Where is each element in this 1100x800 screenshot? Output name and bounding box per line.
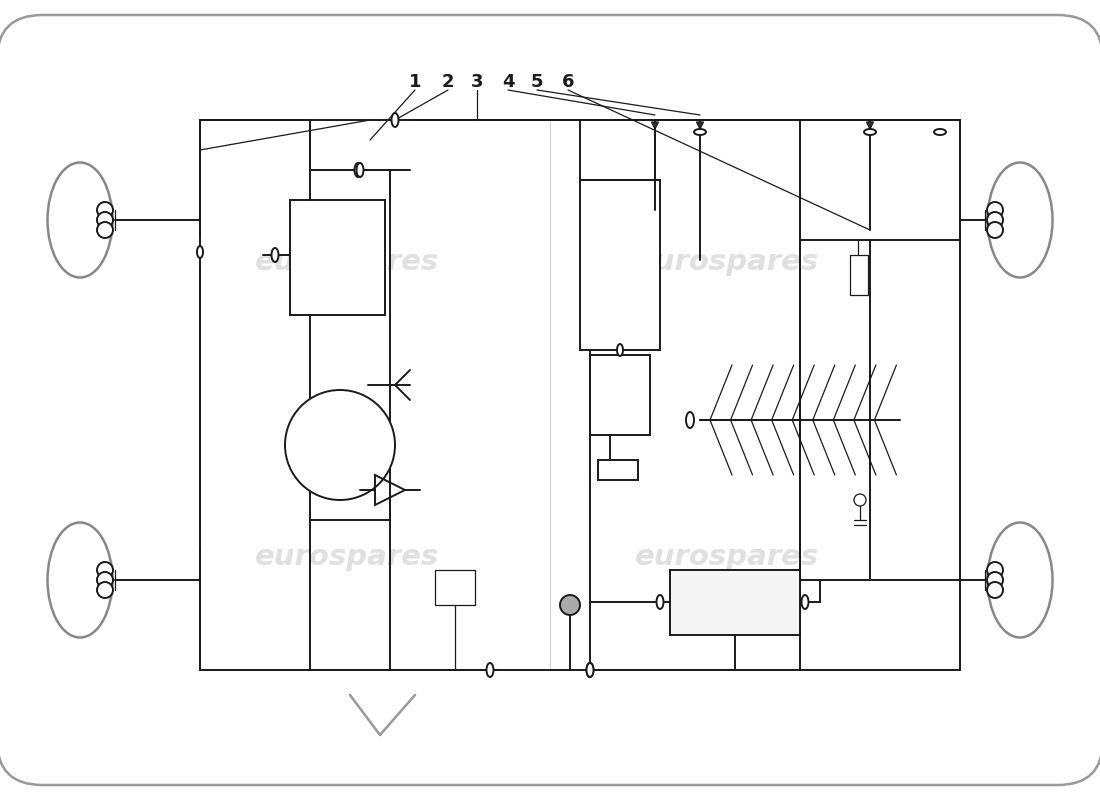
Ellipse shape xyxy=(586,663,594,677)
Ellipse shape xyxy=(802,595,808,609)
Text: 2: 2 xyxy=(442,73,454,91)
Circle shape xyxy=(854,494,866,506)
Bar xyxy=(290,200,385,315)
Ellipse shape xyxy=(47,522,112,638)
Bar xyxy=(850,255,868,295)
Polygon shape xyxy=(696,122,704,129)
Circle shape xyxy=(97,582,113,598)
Circle shape xyxy=(987,562,1003,578)
Circle shape xyxy=(97,562,113,578)
Ellipse shape xyxy=(356,163,363,177)
Ellipse shape xyxy=(586,663,594,677)
Circle shape xyxy=(97,572,113,588)
Bar xyxy=(434,570,475,605)
Text: eurospares: eurospares xyxy=(635,543,820,571)
Ellipse shape xyxy=(486,663,494,677)
Ellipse shape xyxy=(617,344,623,356)
Ellipse shape xyxy=(657,595,663,609)
Ellipse shape xyxy=(272,248,278,262)
Text: 3: 3 xyxy=(471,73,483,91)
Ellipse shape xyxy=(988,162,1053,278)
Text: eurospares: eurospares xyxy=(255,543,439,571)
Text: eurospares: eurospares xyxy=(255,248,439,276)
Ellipse shape xyxy=(686,412,694,428)
Ellipse shape xyxy=(988,522,1053,638)
Polygon shape xyxy=(867,122,873,129)
Polygon shape xyxy=(651,122,659,129)
Text: 6: 6 xyxy=(562,73,574,91)
Ellipse shape xyxy=(694,129,706,135)
Circle shape xyxy=(987,582,1003,598)
Ellipse shape xyxy=(354,163,362,177)
Bar xyxy=(580,180,660,350)
Ellipse shape xyxy=(392,113,398,127)
Ellipse shape xyxy=(864,129,876,135)
Circle shape xyxy=(560,595,580,615)
Circle shape xyxy=(987,202,1003,218)
Ellipse shape xyxy=(285,390,395,500)
Bar xyxy=(670,570,800,635)
Text: 5: 5 xyxy=(530,73,543,91)
Bar xyxy=(590,355,650,435)
Circle shape xyxy=(97,222,113,238)
Circle shape xyxy=(987,212,1003,228)
Ellipse shape xyxy=(47,162,112,278)
Bar xyxy=(598,460,638,480)
Text: 1: 1 xyxy=(409,73,421,91)
Circle shape xyxy=(97,212,113,228)
Ellipse shape xyxy=(934,129,946,135)
Ellipse shape xyxy=(197,246,204,258)
Text: eurospares: eurospares xyxy=(635,248,820,276)
Text: 4: 4 xyxy=(502,73,515,91)
FancyBboxPatch shape xyxy=(0,15,1100,785)
Circle shape xyxy=(987,222,1003,238)
Circle shape xyxy=(97,202,113,218)
Circle shape xyxy=(987,572,1003,588)
